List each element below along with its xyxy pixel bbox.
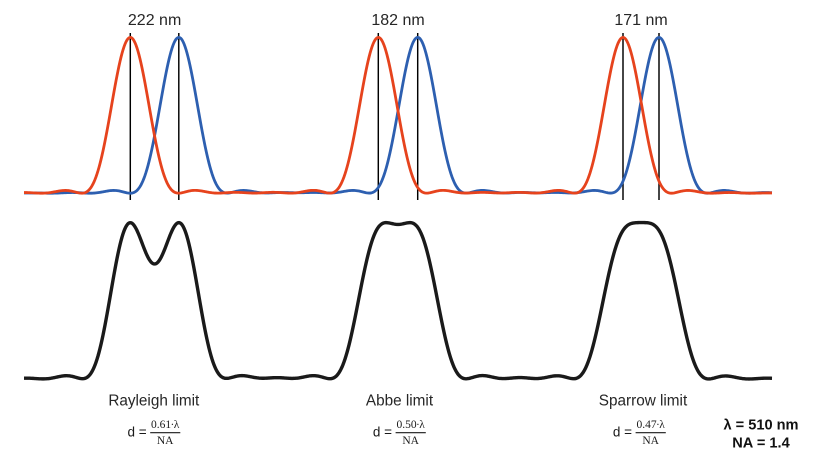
svg-text:d =: d =	[373, 424, 392, 439]
svg-text:171 nm: 171 nm	[614, 12, 667, 29]
svg-text:Rayleigh limit: Rayleigh limit	[108, 392, 200, 409]
svg-text:0.61·λ: 0.61·λ	[151, 419, 180, 431]
svg-text:Abbe limit: Abbe limit	[366, 392, 434, 409]
svg-text:NA: NA	[157, 435, 174, 447]
svg-text:0.47·λ: 0.47·λ	[637, 419, 666, 431]
svg-text:222 nm: 222 nm	[128, 12, 181, 29]
svg-text:NA: NA	[402, 435, 419, 447]
svg-text:0.50·λ: 0.50·λ	[397, 419, 426, 431]
svg-text:λ = 510 nm: λ = 510 nm	[723, 417, 798, 433]
svg-text:NA = 1.4: NA = 1.4	[732, 436, 790, 452]
svg-text:d =: d =	[613, 424, 632, 439]
svg-text:d =: d =	[127, 424, 146, 439]
svg-text:NA: NA	[642, 435, 659, 447]
svg-text:Sparrow limit: Sparrow limit	[599, 392, 688, 409]
svg-text:182 nm: 182 nm	[371, 12, 424, 29]
